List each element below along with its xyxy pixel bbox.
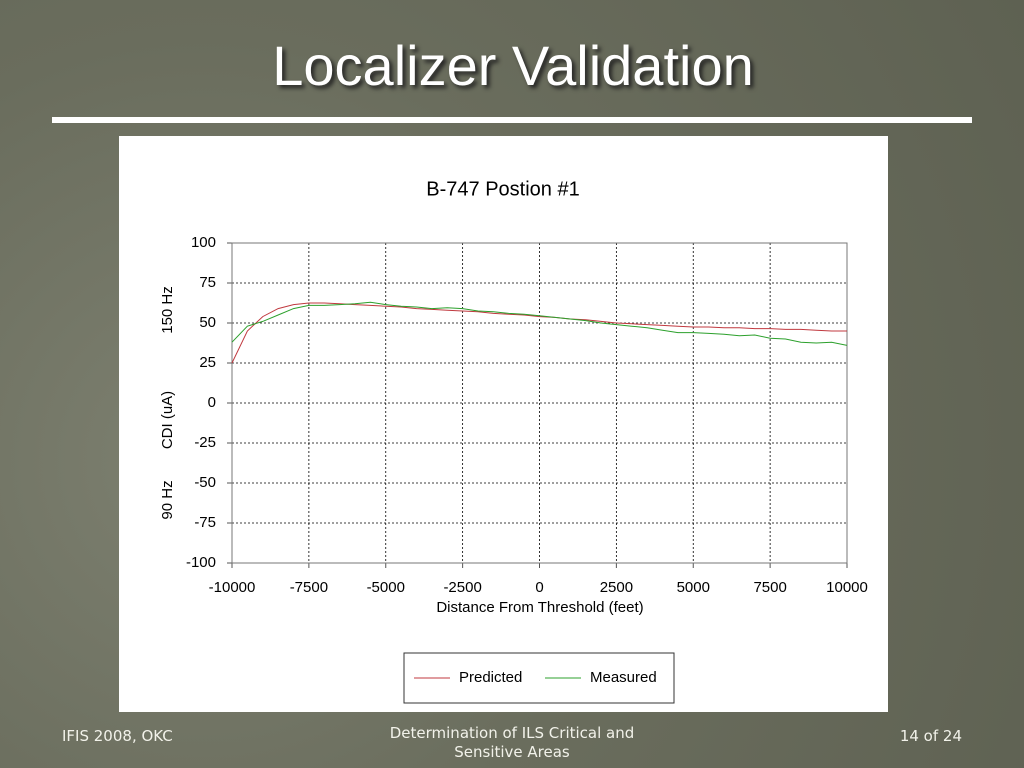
x-tick-label: 7500 [753, 579, 786, 596]
y-tick-label: -50 [194, 474, 216, 491]
y-tick-label: 75 [199, 274, 216, 291]
slide-title: Localizer Validation [272, 34, 753, 97]
y-tick-label: 25 [199, 354, 216, 371]
x-tick-label: 10000 [826, 579, 868, 596]
x-tick-label: -2500 [443, 579, 481, 596]
legend-label: Predicted [459, 669, 522, 686]
plot-frame [231, 242, 848, 564]
annotation: 150 Hz [159, 286, 176, 334]
chart-title: B-747 Postion #1 [426, 178, 579, 200]
y-axis-label: CDI (uA) [159, 391, 176, 449]
y-tick-label: 100 [191, 234, 216, 251]
series-line [231, 302, 847, 364]
y-tick-label: -100 [186, 554, 216, 571]
x-tick-label: 5000 [677, 579, 710, 596]
x-tick-label: -7500 [290, 579, 328, 596]
x-axis-label: Distance From Threshold (feet) [436, 599, 643, 616]
footer-left: IFIS 2008, OKC [62, 727, 173, 745]
y-tick-label: 0 [208, 394, 216, 411]
y-tick-label: 50 [199, 314, 216, 331]
y-tick-label: -75 [194, 514, 216, 531]
x-tick-label: -5000 [367, 579, 405, 596]
x-tick-label: -10000 [209, 579, 256, 596]
footer-right: 14 of 24 [899, 727, 962, 745]
series-line [231, 301, 848, 346]
x-tick-label: 0 [535, 579, 543, 596]
title-rule [52, 117, 972, 123]
x-tick-label: 2500 [600, 579, 633, 596]
annotation: 90 Hz [159, 480, 176, 519]
y-tick-label: -25 [194, 434, 216, 451]
chart-panel [119, 136, 888, 712]
legend-label: Measured [590, 669, 657, 686]
footer-center: Determination of ILS Critical and Sensit… [389, 724, 635, 761]
